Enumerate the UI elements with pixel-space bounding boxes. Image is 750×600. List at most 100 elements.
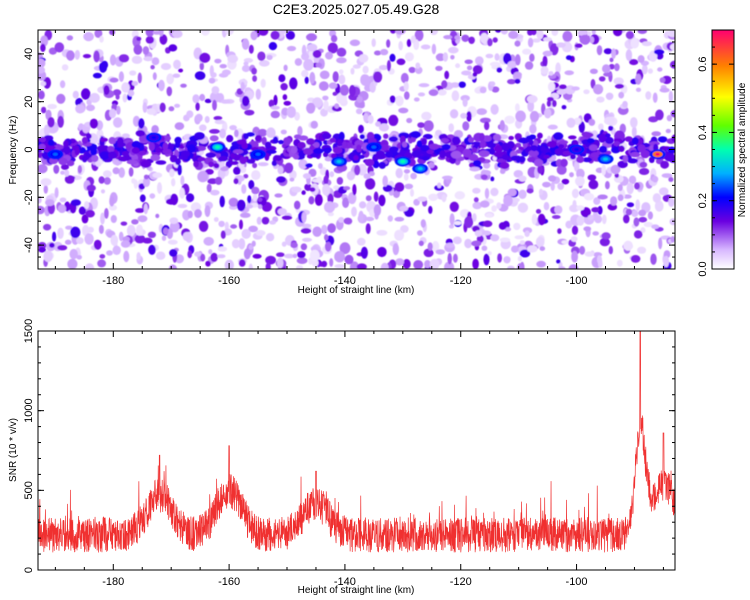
heat-cell (518, 175, 527, 182)
heat-cell (605, 92, 614, 101)
heat-cell (149, 193, 156, 199)
heat-cell (357, 237, 366, 246)
heat-cell-band (230, 152, 236, 159)
heat-cell-band (218, 155, 229, 162)
heat-cell (208, 249, 213, 255)
heat-cell (257, 51, 266, 61)
heat-cell (238, 238, 246, 250)
heat-cell (301, 223, 312, 228)
heat-cell (591, 207, 600, 213)
heat-cell (633, 230, 643, 239)
heat-cell (658, 237, 663, 250)
heat-cell (82, 54, 92, 59)
heat-hotspot-core (151, 135, 157, 140)
heat-cell (280, 83, 288, 91)
heat-cell (375, 121, 381, 127)
heat-cell-band (283, 137, 292, 146)
snr-y-ticks: 0 500 1000 1500 (23, 319, 675, 573)
heat-cell (480, 32, 489, 44)
heat-cell-band (187, 144, 196, 153)
x-tick-label: -180 (102, 275, 124, 287)
heat-cell (431, 43, 437, 55)
heat-cell (200, 253, 206, 262)
heat-cell (668, 177, 674, 182)
heat-cell (481, 230, 491, 236)
heat-cell-band (421, 156, 430, 161)
heat-cell (309, 249, 320, 262)
heat-cell-band (479, 139, 486, 149)
heat-cell (483, 253, 490, 266)
heat-cell (473, 197, 479, 203)
heat-cell (57, 245, 68, 251)
heat-cell-band (306, 138, 316, 146)
heat-cell-band (537, 132, 543, 139)
heat-cell (205, 168, 214, 175)
heat-cell (530, 30, 537, 36)
heat-cell (364, 178, 376, 190)
heat-cell-band (554, 148, 565, 155)
heat-cell (403, 169, 411, 174)
heat-cell-band (372, 160, 380, 169)
heat-cell (251, 67, 257, 75)
heat-cell (138, 118, 145, 129)
heat-cell (281, 215, 293, 220)
heat-cell (577, 30, 588, 36)
heat-cell (316, 176, 322, 184)
heat-cell (482, 30, 488, 33)
heat-cell (420, 44, 431, 50)
heat-cell (427, 242, 433, 251)
heat-cell (52, 231, 57, 242)
heat-cell (542, 55, 548, 68)
heat-cell (312, 49, 322, 59)
colorbar-tick-label: 0.4 (697, 125, 709, 140)
heat-cell (628, 175, 637, 185)
heat-cell-band (193, 160, 199, 168)
heat-cell (386, 39, 391, 48)
heat-cell (395, 95, 404, 107)
heat-cell (127, 89, 135, 97)
heat-cell (168, 106, 175, 112)
heat-cell-band (510, 155, 520, 161)
heat-cell (507, 60, 517, 69)
heat-cell (280, 129, 287, 135)
heat-cell (444, 70, 450, 80)
heat-cell (394, 182, 405, 192)
heat-cell (428, 89, 439, 96)
heat-cell (631, 126, 637, 138)
heat-cell-band (39, 136, 46, 143)
heat-cell (515, 103, 520, 113)
colorbar-tick-label: 0.0 (697, 261, 709, 276)
heat-cell (344, 254, 354, 265)
heat-cell (352, 184, 357, 196)
heat-cell (78, 206, 86, 215)
heat-cell (404, 183, 414, 190)
heat-cell (294, 58, 303, 66)
heat-cell (601, 232, 611, 240)
heat-cell (414, 30, 424, 42)
heat-cell (166, 198, 177, 205)
heat-cell (551, 215, 561, 219)
heat-cell-band (168, 143, 174, 151)
heat-cell (417, 196, 428, 202)
heat-cell (118, 231, 124, 242)
heat-cell (367, 114, 374, 124)
heat-cell (136, 252, 141, 261)
heat-cell (394, 216, 405, 222)
heat-cell (338, 74, 346, 85)
heat-cell (576, 168, 585, 179)
heat-cell (413, 260, 424, 269)
heat-cell (485, 53, 494, 59)
heat-cell (126, 224, 136, 237)
heat-cell (358, 54, 369, 63)
heat-cell (431, 240, 440, 252)
heat-cell (238, 259, 246, 267)
heat-cell (220, 99, 231, 104)
heat-cell (131, 81, 139, 86)
heat-cell-band (81, 155, 88, 163)
heat-cell (145, 36, 155, 44)
heat-cell (633, 217, 640, 227)
heat-cell-band (261, 136, 267, 146)
heat-cell (171, 178, 176, 187)
heat-cell-band (378, 161, 386, 169)
heat-cell (276, 176, 286, 183)
